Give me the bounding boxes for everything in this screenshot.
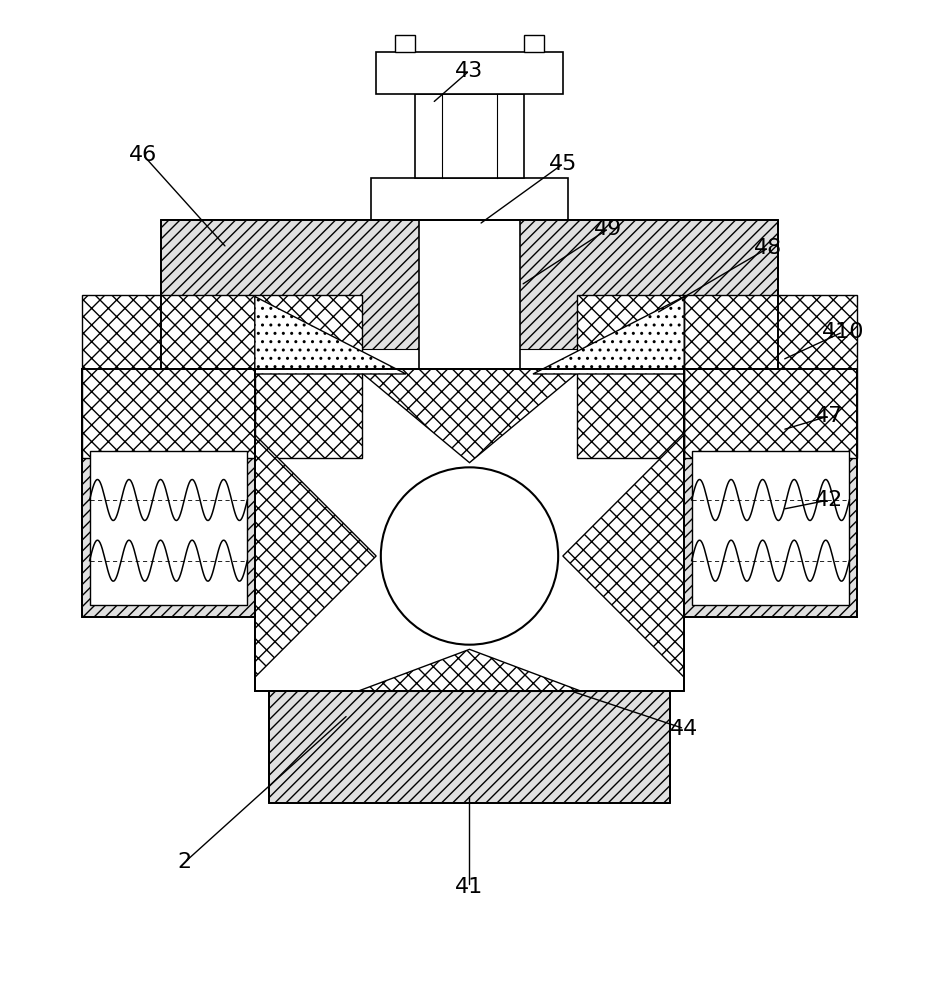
Polygon shape [562,435,685,677]
Text: 410: 410 [822,322,864,342]
Bar [82,369,254,617]
Bar [254,295,362,458]
Bar [692,451,850,605]
Text: 42: 42 [815,490,843,510]
Bar [377,52,562,94]
Text: 44: 44 [670,719,699,739]
Bar [415,94,524,178]
Bar [394,35,415,52]
Circle shape [381,467,558,645]
Polygon shape [358,369,581,463]
Polygon shape [358,649,581,691]
Text: 2: 2 [177,852,192,872]
Bar [269,691,670,803]
Text: 46: 46 [129,145,157,165]
Bar [82,295,254,458]
Bar [685,295,857,458]
Polygon shape [533,297,685,374]
Bar [372,178,567,220]
Polygon shape [254,297,406,374]
Bar [254,369,685,691]
Text: 45: 45 [548,154,577,174]
Text: 41: 41 [455,877,484,897]
Bar [577,295,685,458]
Text: 49: 49 [593,219,622,239]
Text: 48: 48 [754,238,782,258]
Text: 47: 47 [815,406,843,426]
Text: 43: 43 [455,61,484,81]
Bar [162,349,777,369]
Bar [162,220,777,369]
Bar [685,369,857,617]
Bar [419,220,520,369]
Polygon shape [254,435,377,677]
Bar [89,451,247,605]
Bar [524,35,545,52]
